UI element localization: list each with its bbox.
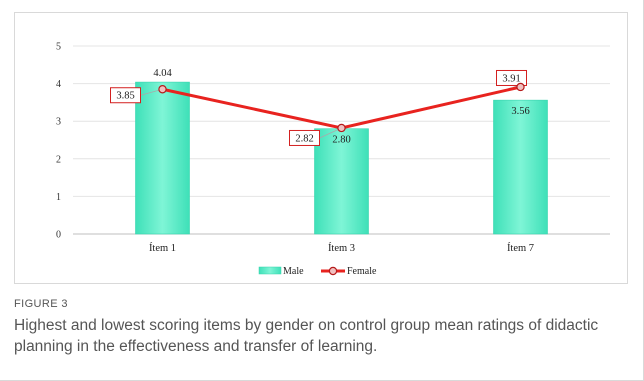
data-label-female: 3.91: [502, 73, 520, 84]
x-tick-label: Ítem 3: [328, 242, 355, 254]
data-label-box: [496, 69, 527, 86]
data-label-male: 3.56: [511, 106, 529, 117]
figure-caption: Highest and lowest scoring items by gend…: [14, 317, 599, 355]
bar-male: [314, 128, 369, 235]
data-label-male: 2.80: [332, 135, 350, 146]
y-tick-label: 1: [56, 192, 61, 203]
y-tick-label: 4: [56, 79, 61, 90]
x-tick-label: Ítem 7: [507, 242, 534, 254]
bar-male: [135, 81, 190, 235]
legend-label-female: Female: [347, 266, 377, 277]
chart-container: 0 1 2 3 4 5 Ítem 1 Ítem 3 Ítem 7 4.04 2.80 3.56 3.85…: [14, 12, 628, 284]
bar-male: [493, 99, 548, 235]
y-tick-label: 2: [56, 154, 61, 165]
y-tick-label: 0: [56, 230, 61, 241]
legend-marker-female: [328, 266, 338, 276]
marker-female: [158, 85, 167, 94]
data-label-female: 3.85: [116, 91, 134, 102]
legend-swatch-male: [258, 266, 282, 275]
data-label-box: [110, 87, 141, 104]
data-label-box: [289, 129, 320, 146]
y-tick-label: 3: [56, 117, 61, 128]
data-label-female: 2.82: [295, 133, 313, 144]
legend-label-male: Male: [283, 266, 304, 277]
y-tick-label: 5: [56, 42, 61, 53]
x-tick-label: Ítem 1: [149, 242, 176, 254]
marker-female: [337, 123, 346, 133]
data-label-male: 4.04: [153, 68, 172, 79]
figure-label: FIGURE 3: [14, 298, 68, 310]
marker-female: [516, 82, 525, 92]
bar-line-chart: 0 1 2 3 4 5 Ítem 1 Ítem 3 Ítem 7 4.04 2.80 3.56 3.85…: [56, 42, 610, 277]
line-female: [162, 85, 521, 130]
